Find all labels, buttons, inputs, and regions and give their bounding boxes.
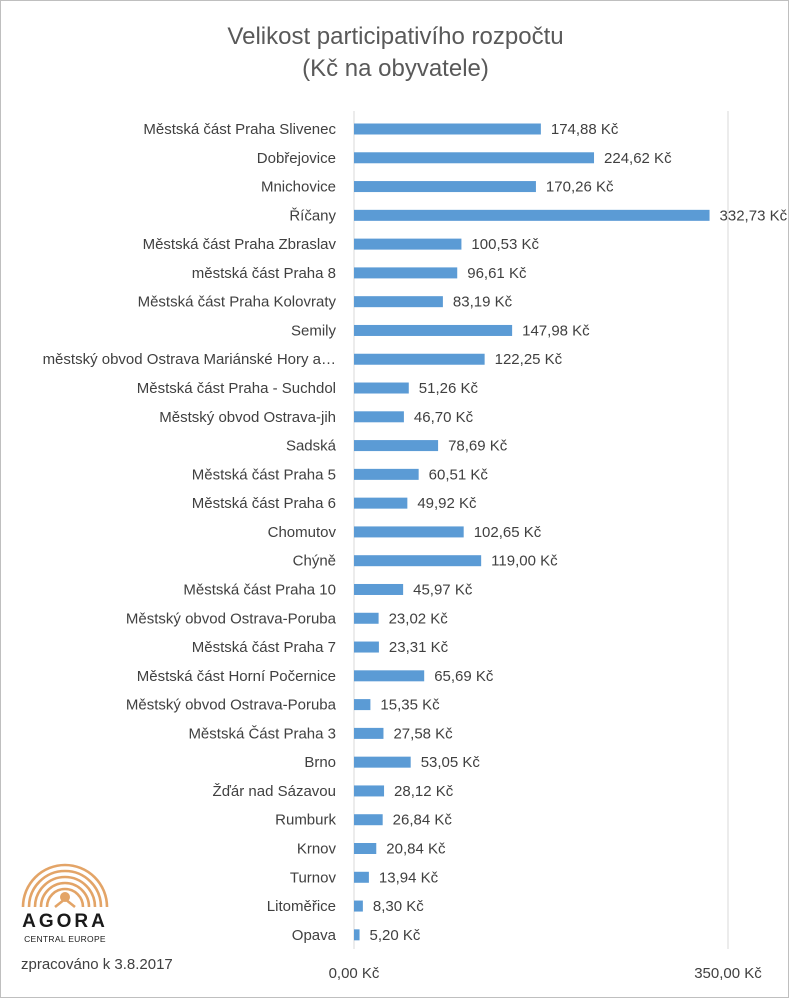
category-label: Rumburk xyxy=(275,812,336,829)
category-label: Brno xyxy=(304,754,336,771)
category-label: městská část Praha 8 xyxy=(192,265,336,282)
data-label: 83,19 Kč xyxy=(453,294,513,311)
data-label: 60,51 Kč xyxy=(429,466,489,483)
category-label: Chomutov xyxy=(268,524,337,541)
bar xyxy=(354,871,369,883)
data-label: 45,97 Kč xyxy=(413,581,473,598)
category-label: Městský obvod Ostrava-jih xyxy=(159,409,336,426)
logo-wordmark: AGORA xyxy=(22,911,108,932)
bar xyxy=(354,353,485,365)
data-label: 53,05 Kč xyxy=(421,754,481,771)
data-label: 15,35 Kč xyxy=(380,697,440,714)
x-tick-label: 0,00 Kč xyxy=(329,965,380,982)
data-label: 96,61 Kč xyxy=(467,265,527,282)
bar xyxy=(354,814,383,826)
category-label: Semily xyxy=(291,322,337,339)
data-label: 26,84 Kč xyxy=(393,812,453,829)
category-label: městský obvod Ostrava Mariánské Hory a… xyxy=(43,351,336,368)
data-label: 46,70 Kč xyxy=(414,409,474,426)
data-label: 20,84 Kč xyxy=(386,841,446,858)
bar xyxy=(354,612,379,624)
bar xyxy=(354,324,513,336)
data-label: 78,69 Kč xyxy=(448,438,508,455)
data-label: 174,88 Kč xyxy=(551,121,619,138)
bar xyxy=(354,670,425,682)
data-label: 122,25 Kč xyxy=(495,351,563,368)
bar xyxy=(354,181,536,193)
bar xyxy=(354,641,379,653)
category-label: Městská Část Praha 3 xyxy=(188,725,336,742)
data-label: 119,00 Kč xyxy=(491,553,558,570)
category-label: Opava xyxy=(292,927,337,944)
category-label: Mnichovice xyxy=(261,179,336,196)
agora-logo-icon xyxy=(21,863,109,909)
footer-date-note: zpracováno k 3.8.2017 xyxy=(21,956,173,973)
data-label: 27,58 Kč xyxy=(393,725,453,742)
category-label: Říčany xyxy=(289,207,336,224)
category-label: Městská část Praha 6 xyxy=(192,495,336,512)
category-label: Městská část Praha 5 xyxy=(192,466,336,483)
bar xyxy=(354,468,419,480)
x-tick-label: 350,00 Kč xyxy=(694,965,762,982)
data-label: 23,31 Kč xyxy=(389,639,449,656)
bar xyxy=(354,583,404,595)
bar xyxy=(354,785,385,797)
data-label: 13,94 Kč xyxy=(379,869,439,886)
bar xyxy=(354,497,408,509)
bar xyxy=(354,267,458,279)
bar xyxy=(354,440,439,452)
category-label: Turnov xyxy=(290,869,337,886)
data-label: 28,12 Kč xyxy=(394,783,454,800)
data-label: 147,98 Kč xyxy=(522,322,590,339)
data-label: 65,69 Kč xyxy=(434,668,494,685)
bar xyxy=(354,209,710,221)
chart-title-line-1: Velikost participativího rozpočtu xyxy=(227,23,564,50)
bar xyxy=(354,123,541,135)
category-label: Městský obvod Ostrava-Poruba xyxy=(126,697,337,714)
category-label: Žďár nad Sázavou xyxy=(213,783,336,800)
category-label: Krnov xyxy=(297,841,337,858)
category-label: Městská část Praha Slivenec xyxy=(143,121,336,138)
category-label: Litoměřice xyxy=(267,898,336,915)
data-label: 51,26 Kč xyxy=(419,380,479,397)
logo-subtitle: CENTRAL EUROPE xyxy=(24,934,106,944)
bar xyxy=(354,411,404,423)
category-label: Městská část Praha Kolovraty xyxy=(138,294,337,311)
bar xyxy=(354,382,409,394)
data-label: 170,26 Kč xyxy=(546,179,614,196)
bar xyxy=(354,756,411,768)
data-label: 224,62 Kč xyxy=(604,150,672,167)
category-label: Dobřejovice xyxy=(257,150,336,167)
bar xyxy=(354,929,360,941)
category-label: Městská část Praha Zbraslav xyxy=(143,236,337,253)
bar xyxy=(354,555,482,567)
bar xyxy=(354,238,462,250)
bar xyxy=(354,699,371,711)
data-label: 23,02 Kč xyxy=(389,610,449,627)
data-label: 102,65 Kč xyxy=(474,524,542,541)
category-label: Chýně xyxy=(293,553,336,570)
chart-title: Velikost participativího rozpočtu (Kč na… xyxy=(1,21,789,85)
category-label: Městská část Praha 10 xyxy=(183,581,336,598)
bar xyxy=(354,843,377,854)
data-label: 100,53 Kč xyxy=(471,236,539,253)
bar xyxy=(354,152,595,164)
chart-title-line-2: (Kč na obyvatele) xyxy=(302,55,489,82)
data-label: 49,92 Kč xyxy=(417,495,477,512)
data-label: 332,73 Kč xyxy=(720,207,788,224)
data-label: 5,20 Kč xyxy=(370,927,421,944)
data-label: 8,30 Kč xyxy=(373,898,424,915)
category-label: Městská část Horní Počernice xyxy=(137,668,336,685)
category-label: Městská část Praha - Suchdol xyxy=(137,380,336,397)
bar xyxy=(354,727,384,739)
bar xyxy=(354,900,363,912)
category-label: Městský obvod Ostrava-Poruba xyxy=(126,610,337,627)
category-label: Městská část Praha 7 xyxy=(192,639,336,656)
bar xyxy=(354,526,464,538)
category-label: Sadská xyxy=(286,438,337,455)
bar xyxy=(354,296,443,308)
